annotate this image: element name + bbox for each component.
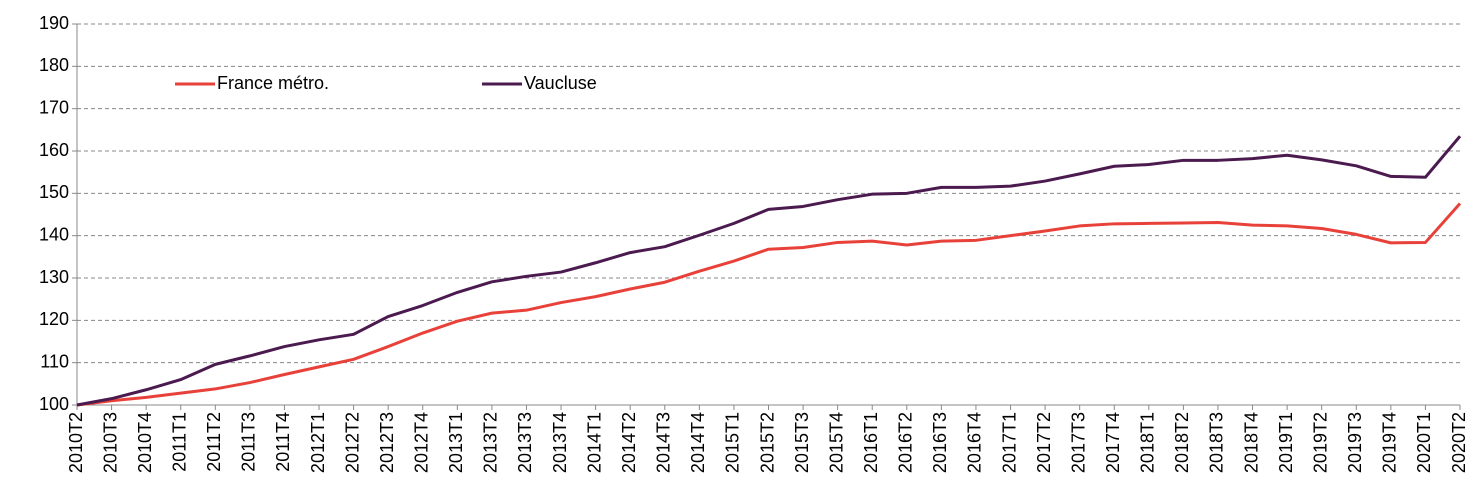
- x-tick-label: 2011T3: [239, 412, 259, 472]
- x-tick-label: 2014T3: [654, 412, 674, 473]
- x-tick-label: 2011T2: [204, 412, 224, 472]
- legend-label: France métro.: [217, 73, 329, 93]
- line-series: [76, 135, 1462, 407]
- x-tick-label: 2013T4: [550, 412, 570, 473]
- x-tick-label: 2019T4: [1380, 412, 1400, 473]
- x-tick-label: 2016T2: [896, 412, 916, 473]
- x-tick-label: 2013T2: [481, 412, 501, 473]
- x-tick-label: 2011T4: [273, 412, 293, 472]
- x-tick-label: 2016T3: [930, 412, 950, 473]
- x-tick-label: 2016T4: [965, 412, 985, 473]
- x-tick-label: 2018T2: [1172, 412, 1192, 473]
- y-tick-label: 120: [39, 309, 69, 329]
- y-tick-label: 150: [39, 182, 69, 202]
- y-tick-label: 160: [39, 140, 69, 160]
- x-tick-label: 2019T3: [1345, 412, 1365, 473]
- x-tick-label: 2013T1: [446, 412, 466, 473]
- x-tick-label: 2012T2: [342, 412, 362, 473]
- y-tick-label: 110: [40, 351, 69, 371]
- y-tick-label: 100: [39, 394, 69, 414]
- y-tick-label: 140: [39, 224, 69, 244]
- y-tick-label: 190: [39, 13, 69, 33]
- line-series: [76, 202, 1462, 407]
- x-tick-label: 2012T3: [377, 412, 397, 473]
- x-tick-label: 2018T4: [1241, 412, 1261, 473]
- x-tick-label: 2014T2: [619, 412, 639, 473]
- x-tick-label: 2015T3: [792, 412, 812, 473]
- x-tick-label: 2016T1: [861, 412, 881, 473]
- x-tick-label: 2017T1: [999, 412, 1019, 473]
- x-tick-label: 2020T2: [1449, 412, 1469, 473]
- x-tick-label: 2019T2: [1310, 412, 1330, 473]
- x-tick-label: 2012T1: [308, 412, 328, 473]
- x-tick-label: 2014T4: [688, 412, 708, 473]
- y-tick-label: 170: [39, 97, 69, 117]
- x-tick-label: 2011T1: [169, 412, 189, 472]
- x-tick-label: 2018T3: [1207, 412, 1227, 473]
- y-tick-label: 130: [39, 267, 69, 287]
- y-tick-label: 180: [39, 55, 69, 75]
- x-tick-label: 2018T1: [1138, 412, 1158, 473]
- x-tick-label: 2013T3: [515, 412, 535, 473]
- x-tick-label: 2019T1: [1276, 412, 1296, 473]
- x-tick-label: 2015T2: [757, 412, 777, 473]
- x-tick-label: 2017T2: [1034, 412, 1054, 473]
- x-tick-label: 2014T1: [584, 412, 604, 473]
- x-tick-label: 2017T3: [1068, 412, 1088, 473]
- x-tick-label: 2010T4: [135, 412, 155, 473]
- x-tick-label: 2020T1: [1414, 412, 1434, 473]
- x-tick-label: 2017T4: [1103, 412, 1123, 473]
- x-tick-label: 2010T3: [100, 412, 120, 473]
- legend-label: Vaucluse: [524, 73, 597, 93]
- x-tick-label: 2015T1: [723, 412, 743, 473]
- x-tick-label: 2012T4: [412, 412, 432, 473]
- x-tick-label: 2015T4: [826, 412, 846, 473]
- x-tick-label: 2010T2: [66, 412, 86, 473]
